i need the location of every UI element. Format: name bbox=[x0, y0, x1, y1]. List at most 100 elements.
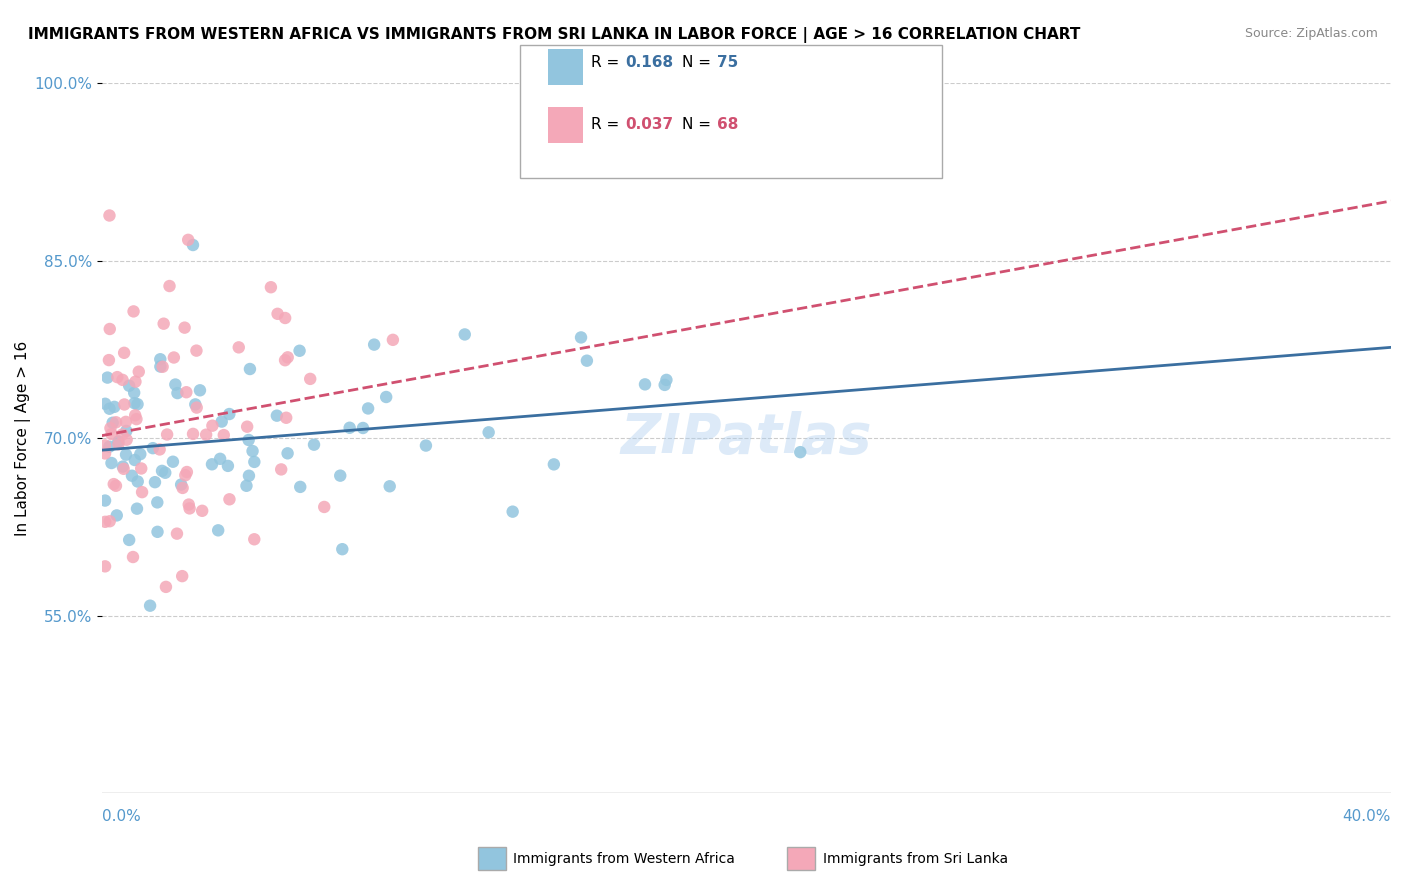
Point bbox=[98, 440, 121, 454]
Point bbox=[235, 479, 257, 493]
Point bbox=[111, 459, 134, 474]
Point bbox=[238, 433, 260, 447]
Point bbox=[236, 419, 259, 434]
Point bbox=[186, 401, 208, 415]
Point bbox=[270, 462, 292, 476]
Point bbox=[277, 351, 299, 365]
Point bbox=[201, 458, 224, 472]
Point bbox=[330, 542, 353, 557]
Point bbox=[150, 464, 173, 478]
Point bbox=[105, 415, 128, 429]
Point bbox=[127, 397, 149, 411]
Point bbox=[288, 343, 311, 358]
Point bbox=[478, 425, 501, 440]
Point bbox=[243, 533, 266, 547]
Point bbox=[166, 526, 188, 541]
Point bbox=[357, 401, 380, 416]
Point bbox=[142, 441, 165, 455]
Point bbox=[111, 373, 134, 387]
Point bbox=[149, 359, 172, 374]
Point bbox=[94, 515, 117, 529]
Point bbox=[166, 386, 188, 401]
Point bbox=[129, 447, 152, 461]
Point bbox=[375, 390, 398, 404]
Point bbox=[276, 410, 298, 425]
Point bbox=[121, 468, 143, 483]
Point bbox=[218, 407, 240, 421]
Point bbox=[125, 501, 148, 516]
Point bbox=[155, 580, 177, 594]
Point bbox=[207, 524, 229, 538]
Text: Immigrants from Sri Lanka: Immigrants from Sri Lanka bbox=[823, 852, 1008, 866]
Point bbox=[104, 479, 127, 493]
Point bbox=[112, 462, 135, 476]
Point bbox=[100, 456, 122, 470]
Point bbox=[363, 337, 385, 351]
Point bbox=[94, 493, 117, 508]
Point bbox=[211, 415, 233, 429]
Point bbox=[238, 468, 260, 483]
Point bbox=[634, 377, 657, 392]
Point bbox=[115, 415, 138, 429]
Point bbox=[94, 438, 117, 452]
Point bbox=[302, 437, 325, 451]
Point bbox=[127, 475, 149, 489]
Point bbox=[228, 340, 250, 354]
Point bbox=[789, 445, 811, 459]
Point bbox=[124, 396, 146, 410]
Text: R =: R = bbox=[591, 55, 624, 70]
Point bbox=[188, 384, 211, 398]
Point bbox=[218, 492, 240, 507]
Point bbox=[165, 377, 187, 392]
Point bbox=[94, 397, 117, 411]
Point bbox=[274, 353, 297, 368]
Point bbox=[152, 317, 174, 331]
Point bbox=[124, 375, 146, 389]
Point bbox=[98, 514, 121, 528]
Point bbox=[122, 385, 145, 400]
Point bbox=[181, 238, 204, 252]
Point bbox=[177, 498, 200, 512]
Point bbox=[290, 480, 312, 494]
Point bbox=[655, 373, 678, 387]
Point bbox=[543, 458, 565, 472]
Point bbox=[131, 485, 153, 500]
Text: N =: N = bbox=[682, 118, 716, 132]
Point bbox=[186, 343, 208, 358]
Point bbox=[266, 307, 288, 321]
Point bbox=[274, 310, 297, 325]
Point bbox=[149, 352, 172, 367]
Text: IMMIGRANTS FROM WESTERN AFRICA VS IMMIGRANTS FROM SRI LANKA IN LABOR FORCE | AGE: IMMIGRANTS FROM WESTERN AFRICA VS IMMIGR… bbox=[28, 27, 1080, 43]
Point bbox=[146, 495, 169, 509]
Text: R =: R = bbox=[591, 118, 624, 132]
Point bbox=[195, 427, 218, 442]
Point bbox=[201, 418, 224, 433]
Point bbox=[163, 351, 186, 365]
Point bbox=[314, 500, 336, 514]
Point bbox=[339, 421, 361, 435]
Point bbox=[242, 444, 264, 458]
Point bbox=[115, 433, 138, 447]
Point bbox=[105, 370, 128, 384]
Point bbox=[103, 477, 125, 491]
Point bbox=[299, 372, 322, 386]
Text: ZIPatlas: ZIPatlas bbox=[620, 411, 872, 466]
Point bbox=[378, 479, 401, 493]
Point bbox=[107, 434, 129, 449]
Point bbox=[177, 233, 200, 247]
Point bbox=[115, 448, 138, 462]
Point bbox=[159, 279, 181, 293]
Point bbox=[179, 501, 201, 516]
Point bbox=[143, 475, 166, 490]
Point bbox=[111, 427, 134, 442]
Point bbox=[98, 322, 121, 336]
Point bbox=[96, 370, 118, 384]
Text: Immigrants from Western Africa: Immigrants from Western Africa bbox=[513, 852, 735, 866]
Point bbox=[124, 409, 146, 423]
Point bbox=[172, 481, 194, 495]
Point bbox=[112, 397, 135, 411]
Point bbox=[107, 437, 129, 451]
Point bbox=[103, 400, 125, 414]
Point bbox=[162, 455, 184, 469]
Point bbox=[94, 446, 117, 460]
